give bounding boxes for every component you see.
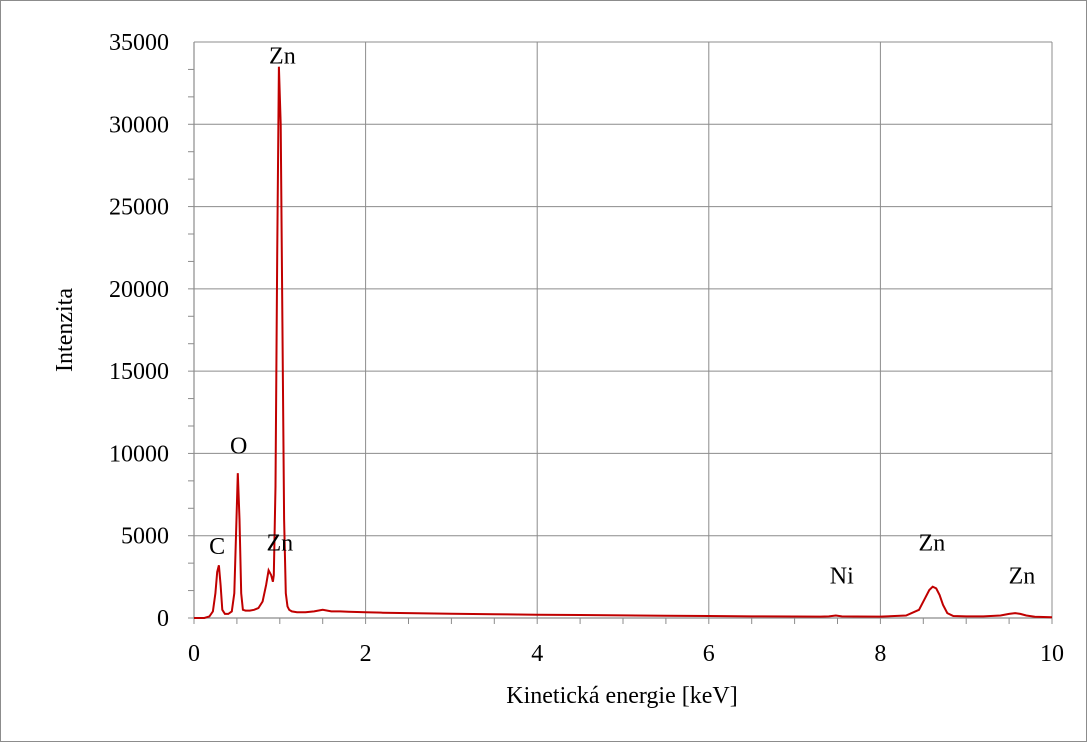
y-tick-label: 35000 (109, 30, 169, 56)
x-tick-labels: 0 2 4 6 8 10 (188, 641, 1064, 667)
peak-label: C (209, 534, 225, 560)
series-line (194, 66, 1053, 619)
peak-labels: Zn O C Zn Ni Zn Zn (209, 43, 1035, 589)
y-axis-title: Intenzita (52, 288, 78, 372)
y-tick-label: 15000 (109, 359, 169, 385)
y-tick-label: 30000 (109, 112, 169, 138)
axes (188, 42, 1053, 624)
y-tick-label: 10000 (109, 441, 169, 467)
x-tick-label: 6 (703, 641, 715, 667)
x-tick-label: 0 (188, 641, 200, 667)
peak-label: Zn (1009, 563, 1036, 589)
peak-label: Ni (830, 563, 854, 589)
y-tick-label: 0 (157, 606, 169, 632)
x-axis-title: Kinetická energie [keV] (506, 683, 737, 709)
peak-label: Zn (269, 43, 296, 69)
peak-label: Zn (919, 531, 946, 557)
peak-label: O (230, 433, 247, 459)
y-tick-label: 5000 (121, 524, 169, 550)
peak-label: Zn (266, 531, 293, 557)
grid-lines (194, 41, 1053, 618)
y-tick-labels: 0 5000 10000 15000 20000 25000 30000 35000 (109, 30, 169, 632)
x-tick-label: 10 (1040, 641, 1064, 667)
x-tick-label: 2 (360, 641, 372, 667)
x-tick-label: 8 (874, 641, 886, 667)
y-tick-label: 25000 (109, 195, 169, 221)
x-tick-label: 4 (531, 641, 543, 667)
y-tick-label: 20000 (109, 277, 169, 303)
